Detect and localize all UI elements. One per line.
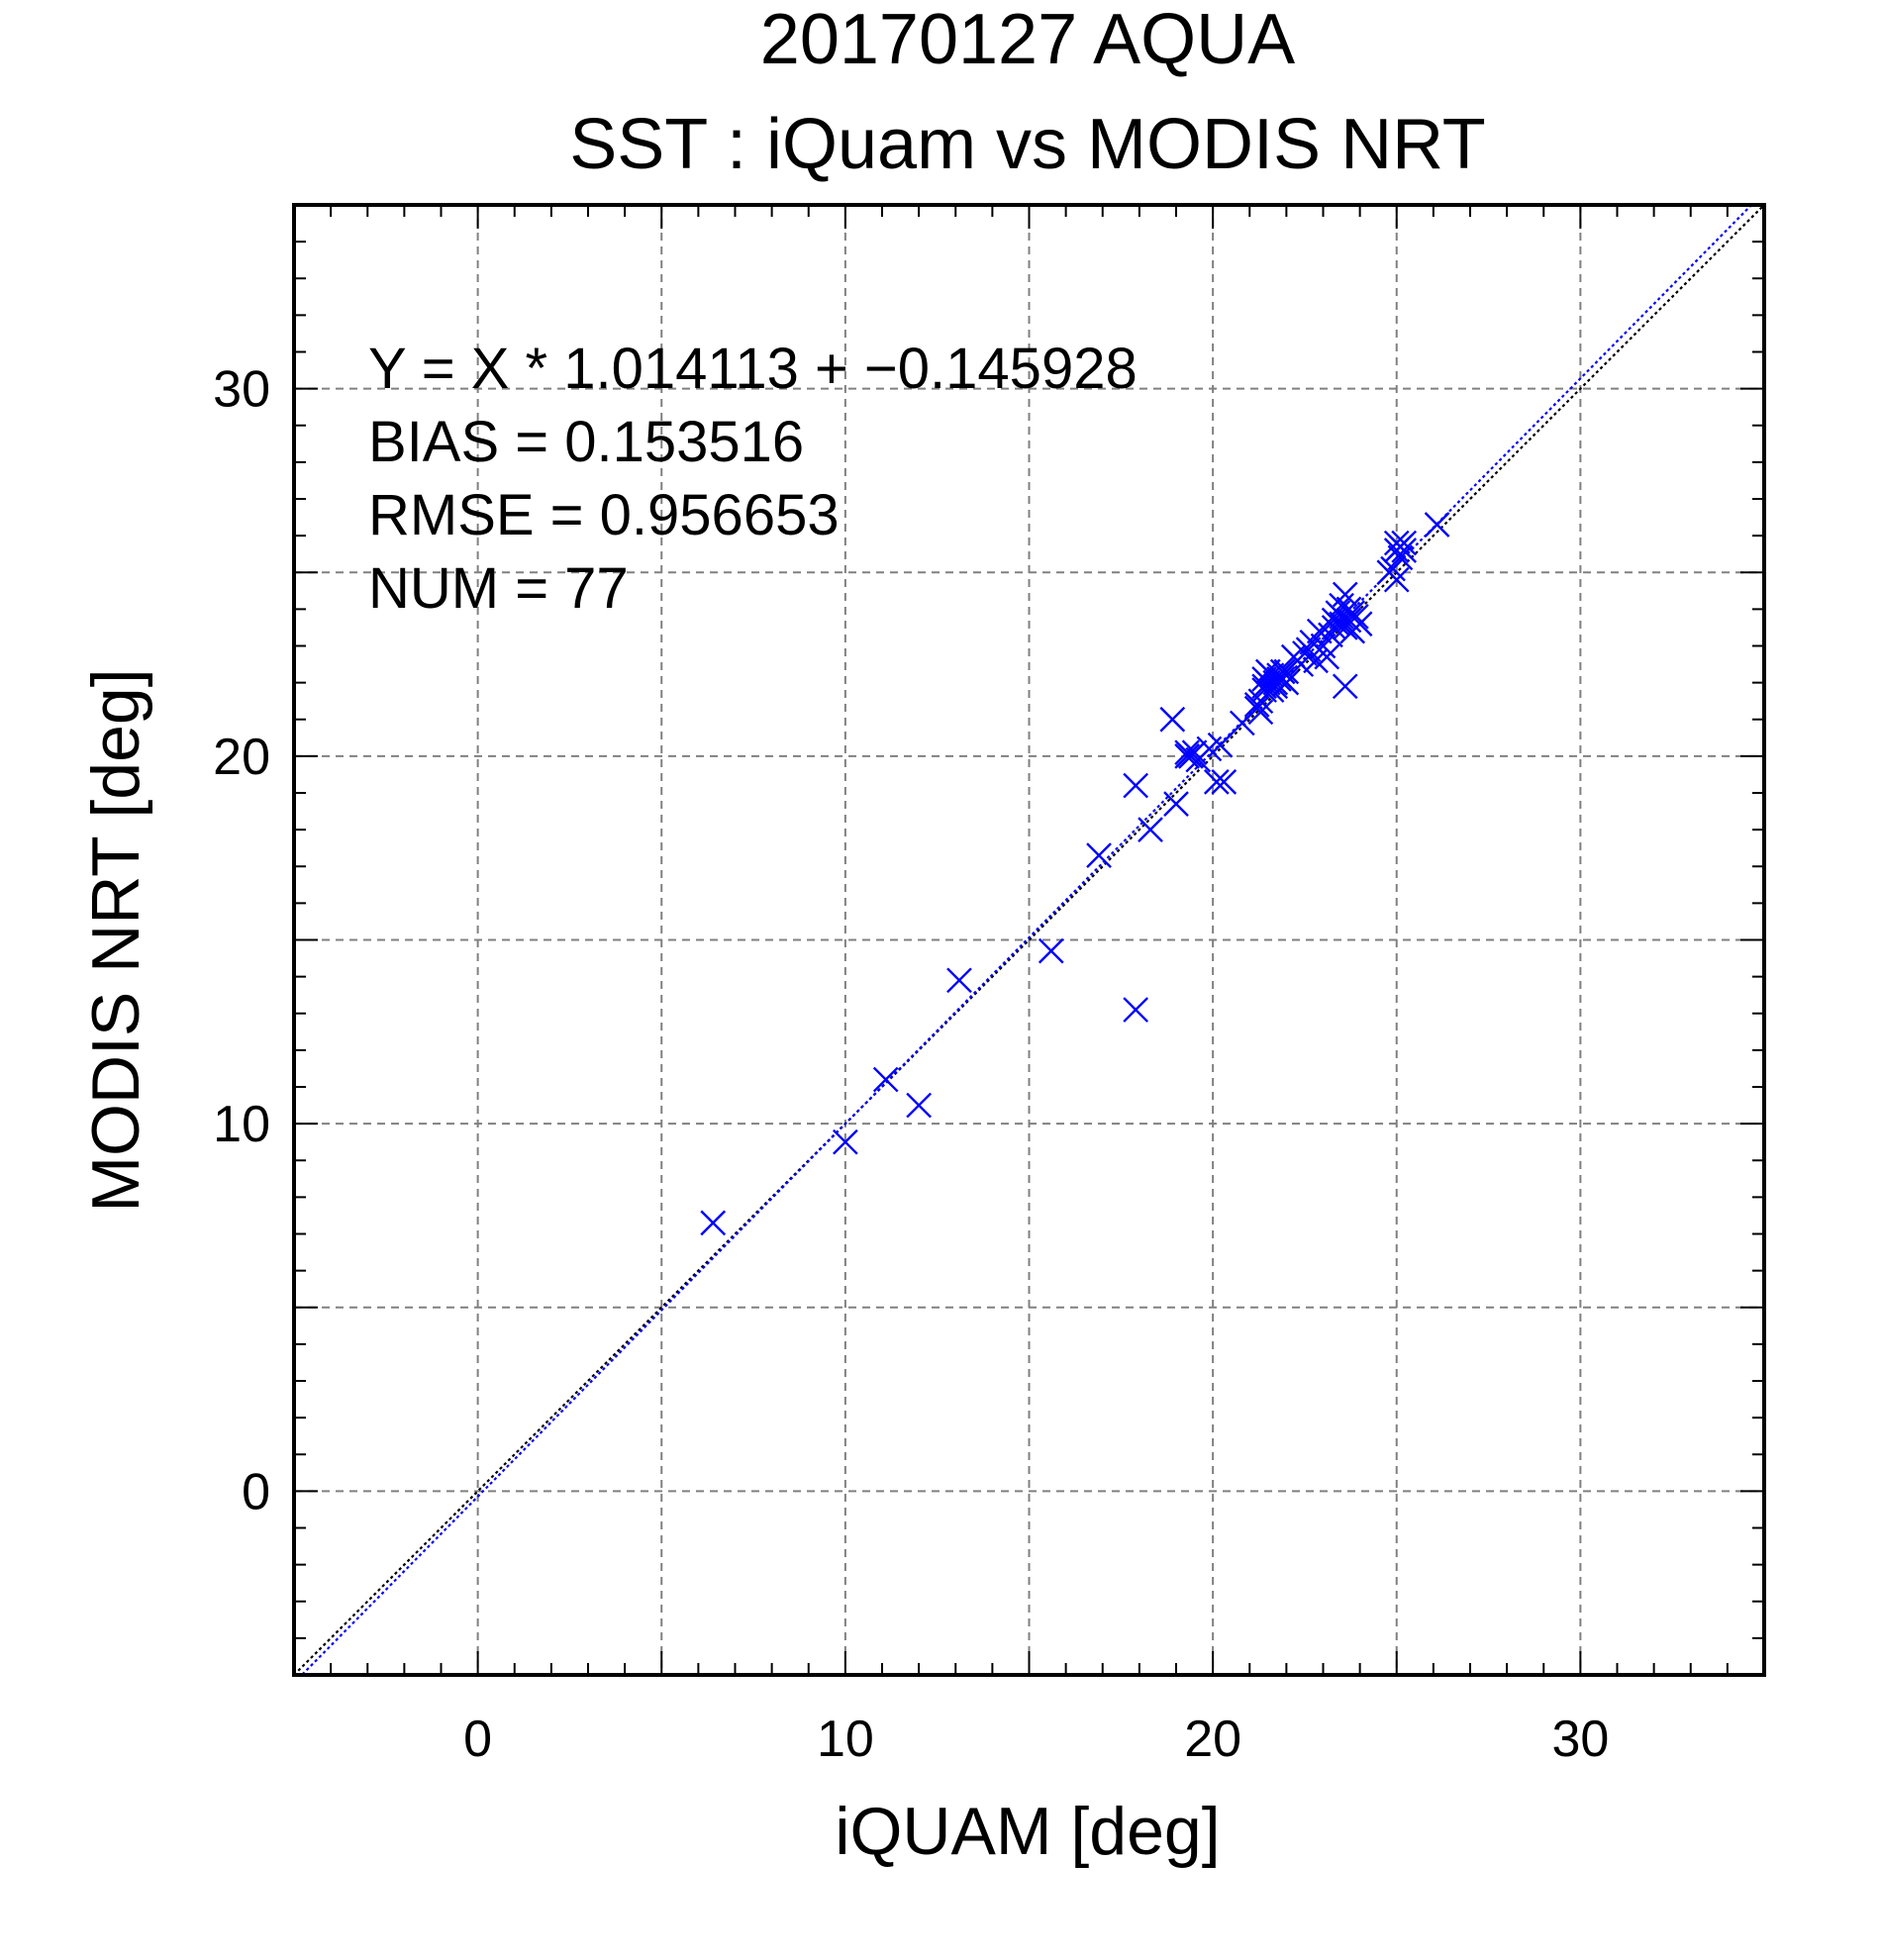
bias-value: BIAS = 0.153516 [368,410,804,474]
reference-lines [294,205,1764,1675]
x-tick-label: 0 [463,1711,492,1768]
data-point [1159,706,1186,733]
y-tick-label: 10 [213,1096,270,1153]
data-point [1332,673,1358,700]
x-tick-label: 30 [1551,1711,1609,1768]
regression-line [300,205,1753,1675]
y-tick-label: 0 [242,1463,270,1520]
data-point [872,1066,899,1093]
data-point [1376,559,1403,586]
data-points [700,512,1450,1236]
data-point [1424,512,1450,538]
data-point [1038,937,1064,964]
data-point [1243,695,1270,722]
stats-annotation: Y = X * 1.014113 + −0.145928 BIAS = 0.15… [368,337,1138,621]
data-point [1196,735,1223,762]
regression-equation: Y = X * 1.014113 + −0.145928 [368,337,1138,401]
data-point [1203,769,1230,795]
x-tick-label: 10 [817,1711,874,1768]
data-point [1346,611,1373,637]
data-point [1138,817,1163,842]
data-point [1391,530,1418,556]
y-tick-label: 30 [213,361,270,419]
x-axis-label: iQUAM [deg] [835,1794,1220,1869]
data-point [1181,739,1208,766]
data-point [1314,643,1340,670]
data-point [906,1092,932,1119]
data-point [1387,544,1414,571]
plot-frame [292,203,1766,1677]
data-point [1292,640,1318,666]
data-point [1332,581,1358,608]
tick-labels: 0 10 20 30 0 10 20 30 [213,361,1609,1768]
data-point [1086,842,1112,868]
num-value: NUM = 77 [368,556,629,621]
data-point [833,1128,858,1155]
data-point [1163,791,1189,817]
data-point [1391,538,1418,563]
data-point [1211,769,1238,795]
chart-title: 20170127 AQUA [760,0,1295,79]
y-tick-label: 20 [213,729,270,786]
data-point [700,1210,727,1236]
y-axis-label: MODIS NRT [deg] [78,668,153,1212]
data-point [946,967,972,994]
major-ticks [294,205,1764,1675]
chart-subtitle: SST : iQuam vs MODIS NRT [569,105,1486,184]
rmse-value: RMSE = 0.956653 [368,483,840,547]
data-point [1123,997,1149,1023]
identity-line [294,205,1764,1675]
data-point [1339,600,1366,626]
data-point [1123,772,1149,799]
data-point [1269,666,1296,692]
x-tick-label: 20 [1184,1711,1241,1768]
